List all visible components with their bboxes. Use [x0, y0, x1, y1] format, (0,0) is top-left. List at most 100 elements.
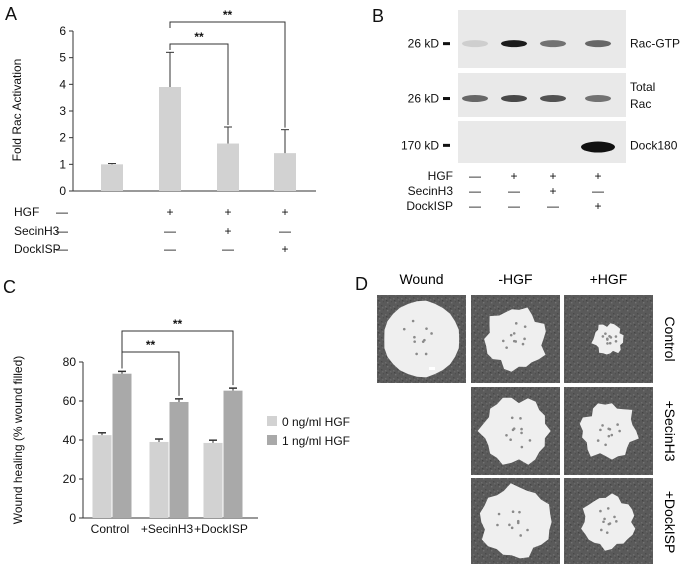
wound-speckle [424, 352, 428, 356]
chart-a-ytick-label: 2 [59, 131, 66, 145]
wound-speckle [430, 332, 433, 335]
wound-speckle [606, 338, 609, 341]
wound-speckle [601, 424, 604, 427]
blot-treatment-sign: — [469, 184, 481, 198]
wound-speckle [425, 327, 428, 330]
wound-speckle [608, 334, 611, 338]
western-blot: 26 kD Rac-GTP 26 kD Total Rac 170 kD Dock180 HG… [401, 10, 680, 213]
micrograph-row-label: +DockISP [662, 491, 678, 554]
wound-speckle [613, 515, 616, 519]
wound-speckle [415, 352, 418, 356]
blot-row-label: Total [630, 80, 655, 94]
blot-treatment-sign: — [508, 199, 520, 213]
wound-speckle [511, 510, 515, 513]
wound-area [579, 403, 639, 460]
chart-a-ytick-label: 4 [59, 77, 66, 91]
blot-row-label: Dock180 [630, 138, 678, 152]
panel-letter-b: B [372, 6, 384, 26]
chart-c-ytick-label: 80 [63, 355, 77, 369]
wound-speckle [505, 346, 508, 349]
blot-treatment-label: DockISP [406, 199, 453, 213]
wound-speckle [514, 322, 518, 325]
chart-a-treatment-sign: — [279, 224, 291, 238]
wound-speckle [607, 427, 610, 431]
wound-speckle [519, 534, 522, 537]
blot-treatment-sign: + [510, 169, 517, 183]
wound-area [384, 300, 460, 378]
wound-speckle [413, 340, 416, 343]
wound-speckle [508, 523, 511, 527]
wound-speckle [505, 433, 508, 437]
chart-c-significance-bracket [121, 330, 234, 386]
chart-a-treatment-sign: + [224, 205, 231, 219]
chart-c-legend-swatch [267, 435, 277, 445]
blot-treatment-sign: — [469, 169, 481, 183]
blot-row-label: Rac [630, 97, 651, 111]
wound-speckle [413, 335, 416, 339]
chart-a-bar [274, 153, 296, 191]
blot-size-marker: 170 kD [401, 138, 439, 152]
wound-speckle [605, 531, 609, 534]
chart-a-treatment-sign: + [281, 242, 288, 256]
wound-speckle [606, 342, 609, 345]
blot-band [585, 95, 611, 103]
micrograph-column-header: -HGF [498, 271, 532, 287]
chart-a: 0 1 2 3 4 5 6 ** ** [59, 8, 316, 198]
panel-letter-a: A [5, 4, 17, 24]
blot-treatment-sign: + [549, 184, 556, 198]
chart-a-treatment-label: SecinH3 [14, 224, 60, 238]
blot-band [540, 95, 566, 103]
chart-c-legend-swatch [267, 416, 277, 426]
chart-a-ytick-label: 0 [59, 184, 66, 198]
wound-speckle [604, 332, 607, 335]
chart-a-treatment-label: DockISP [14, 242, 61, 256]
wound-area [477, 397, 551, 465]
wound-speckle [600, 528, 603, 532]
wound-speckle [512, 332, 516, 335]
wound-speckle [519, 417, 522, 420]
micrograph-column-header: +HGF [590, 271, 628, 287]
wound-speckle [520, 427, 523, 431]
wound-speckle [607, 434, 611, 438]
wound-speckle [511, 428, 515, 432]
chart-a-treatment-sign: + [281, 205, 288, 219]
wound-speckle [516, 519, 520, 523]
chart-c-bar [169, 401, 189, 518]
chart-a-treatment-sign: — [222, 242, 234, 256]
chart-a-treatments: HGF — + + +SecinH3— — + —DockISP— — — + [14, 205, 291, 256]
chart-a-bar [217, 143, 239, 191]
micrograph-row-label: +SecinH3 [662, 400, 678, 461]
wound-speckle [523, 325, 527, 328]
scale-bar [429, 367, 435, 370]
micrograph-grid: Wound -HGF +HGF Control +SecinH3 +DockISP [377, 271, 678, 564]
wound-speckle [514, 340, 518, 343]
micrograph-row-label: Control [662, 316, 678, 361]
wound-speckle [521, 342, 525, 346]
wound-area [484, 307, 546, 372]
blot-strip [458, 73, 626, 117]
chart-a-treatment-sign: — [164, 242, 176, 256]
wound-speckle [509, 438, 512, 442]
wound-speckle [509, 333, 513, 337]
panel-letter-d: D [355, 274, 368, 294]
chart-a-treatment-sign: + [224, 224, 231, 238]
chart-a-bar [101, 164, 123, 191]
wound-speckle [501, 339, 505, 343]
blot-treatment-sign: — [547, 199, 559, 213]
chart-a-ytick-label: 1 [59, 157, 66, 171]
blot-treatment-sign: — [508, 184, 520, 198]
blot-size-marker: 26 kD [408, 92, 440, 106]
chart-c-ytick-label: 20 [63, 472, 77, 486]
wound-speckle [423, 338, 426, 342]
chart-a-significance-label: ** [223, 8, 233, 22]
chart-c-xtick-label: +DockISP [194, 522, 248, 536]
chart-c-bar [223, 390, 243, 518]
chart-c-ytick-label: 0 [69, 511, 76, 525]
wound-speckle [411, 319, 415, 323]
chart-a-significance-bracket [169, 21, 286, 128]
wound-speckle [608, 341, 612, 345]
chart-a-treatment-sign: — [164, 224, 176, 238]
chart-a-ytick-label: 3 [59, 104, 66, 118]
wound-speckle [518, 510, 521, 514]
wound-speckle [614, 339, 618, 343]
